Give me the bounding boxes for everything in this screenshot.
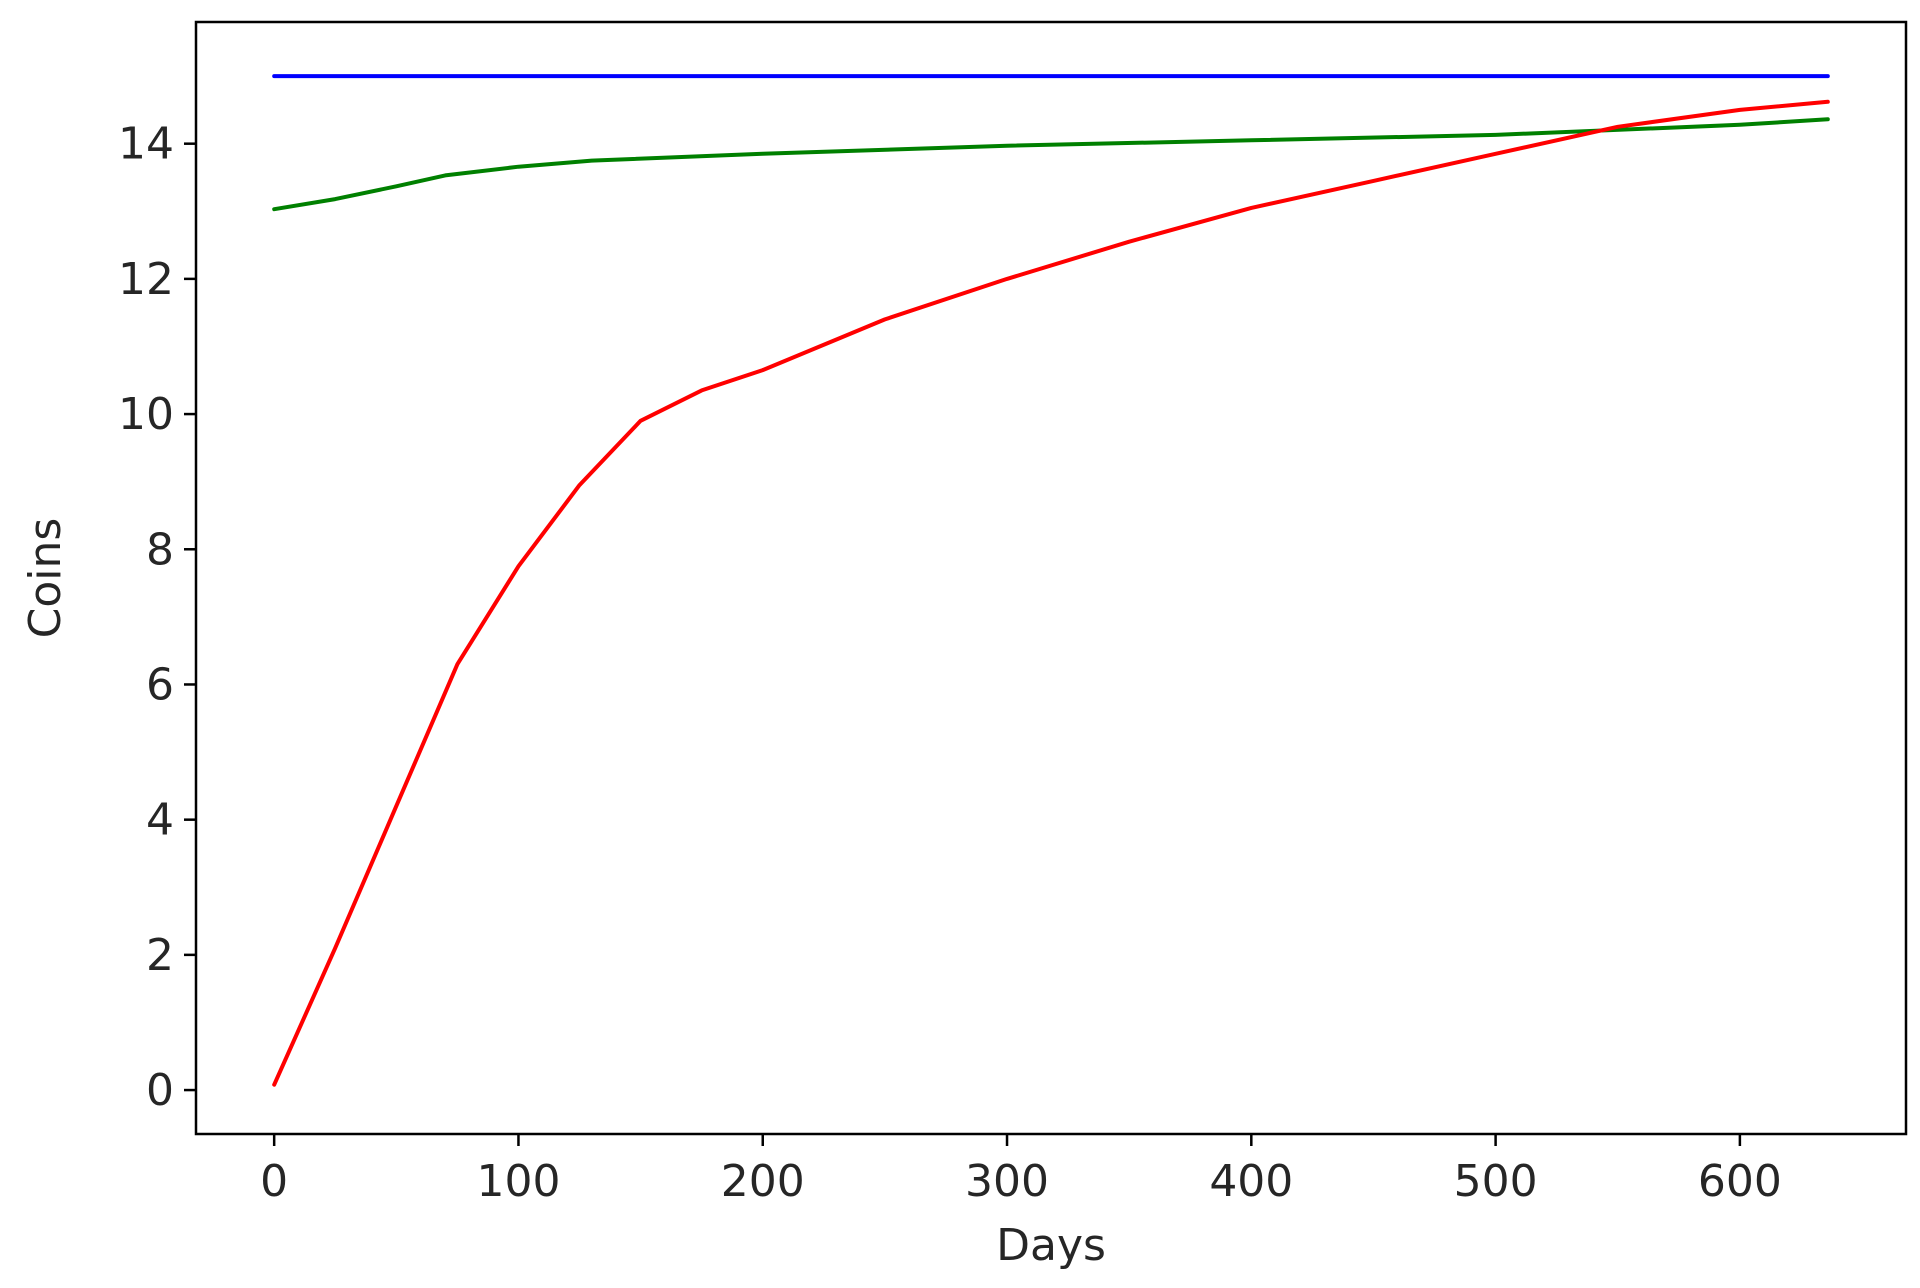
x-axis-label: Days xyxy=(996,1220,1106,1271)
y-tick-label: 12 xyxy=(118,254,174,305)
x-axis-ticks: 0 100 200 300 400 500 600 xyxy=(260,1134,1782,1207)
y-tick-label: 4 xyxy=(146,795,174,846)
series-line-2 xyxy=(272,117,1830,212)
x-tick-label: 400 xyxy=(1209,1156,1293,1207)
x-tick-label: 200 xyxy=(721,1156,805,1207)
y-tick-label: 0 xyxy=(146,1065,174,1116)
y-tick-label: 10 xyxy=(118,389,174,440)
y-tick-label: 14 xyxy=(118,119,174,170)
x-tick-label: 100 xyxy=(476,1156,560,1207)
x-tick-label: 0 xyxy=(260,1156,288,1207)
series-line-3 xyxy=(272,99,1830,1087)
series-layer xyxy=(272,74,1830,1087)
x-tick-label: 300 xyxy=(965,1156,1049,1207)
x-tick-label: 600 xyxy=(1698,1156,1782,1207)
y-tick-label: 2 xyxy=(146,930,174,981)
x-tick-label: 500 xyxy=(1454,1156,1538,1207)
y-axis-ticks: 0 2 4 6 8 10 12 14 xyxy=(118,119,196,1116)
y-tick-label: 8 xyxy=(146,524,174,575)
y-tick-label: 6 xyxy=(146,659,174,710)
plot-frame xyxy=(194,20,1908,1136)
y-axis-label: Coins xyxy=(20,518,71,639)
plot-area xyxy=(196,22,1906,1134)
